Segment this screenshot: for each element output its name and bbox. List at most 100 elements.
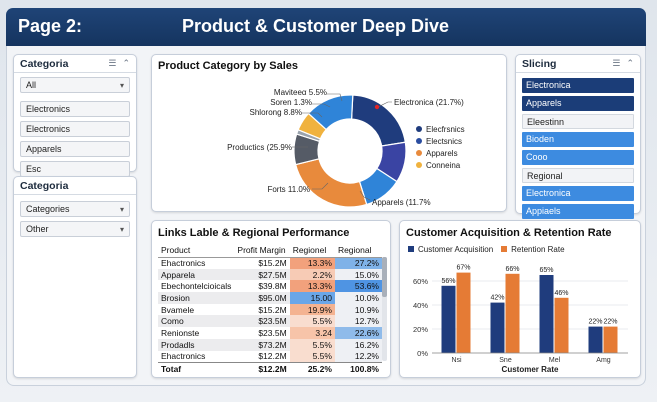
chevron-down-icon: ▾ [119, 224, 124, 234]
legend-item[interactable]: Electsnics [416, 135, 465, 147]
bar-chart: 0% 20% 40% 60% 56%67% Nsi 42% 66% Sne 65% 46% Mel 22… [413, 265, 628, 374]
slicing-option[interactable]: Appiaels [522, 204, 634, 219]
slicing-option[interactable]: Electronica [522, 186, 634, 201]
slicing-slicer-header: Slicing ☰ ⌃ [516, 55, 640, 73]
legend-swatch [416, 126, 422, 132]
legend-item[interactable]: Customer Acquisition [408, 243, 493, 255]
slicing-option[interactable]: Apparels [522, 96, 634, 111]
table-cell: 22.6% [334, 327, 382, 339]
donut-slice[interactable] [307, 94, 354, 131]
slicing-option[interactable]: Cooo [522, 150, 634, 165]
table-cell: 15.00 [289, 292, 335, 304]
donut-chart-title: Product Category by Sales [158, 60, 298, 72]
table-cell: Ehactronics [161, 351, 206, 362]
leader-line [359, 190, 371, 201]
table-row[interactable]: Ehactronics $12.2M 5.5% 12.2% [158, 350, 382, 363]
table-cell: 5.5% [289, 338, 335, 351]
legend-item[interactable]: Conneina [416, 159, 465, 171]
bar[interactable] [505, 273, 520, 353]
table-cell: 13.3% [289, 257, 335, 269]
column-header[interactable]: Profit Margin [234, 243, 290, 258]
table-title: Links Lable & Regional Performance [158, 227, 350, 239]
total-cell: Totaf [158, 361, 235, 376]
table-row[interactable]: Como $23.5M 5.5% 12.7% [158, 315, 382, 328]
y-tick-label: 0% [417, 349, 428, 358]
legend-swatch [416, 150, 422, 156]
table-cell: 27.2% [334, 257, 382, 269]
table-cell: $95.0M [234, 292, 290, 304]
table-total-row: Totaf $12.2M 25.2% 100.8% [158, 361, 382, 376]
leader-line [327, 93, 343, 102]
legend-swatch [416, 162, 422, 168]
total-cell: 100.8% [334, 361, 382, 376]
table-scrollbar[interactable] [382, 257, 387, 361]
clear-selection-icon[interactable]: ☰ [108, 58, 117, 68]
bar-data-label: 65% [539, 267, 553, 274]
table-cell: $15.2M [258, 258, 287, 269]
table-cell: 16.2% [334, 338, 382, 351]
page-label: Page 2: [18, 16, 83, 36]
slicing-option[interactable]: Electronica [522, 78, 634, 93]
table-cell: 13.3% [289, 280, 335, 293]
table-row[interactable]: Ehactronics $15.2M 13.3% 27.2% [158, 257, 382, 269]
table-cell: 5.5% [289, 315, 335, 328]
bar[interactable] [441, 285, 456, 353]
collapse-icon[interactable]: ⌃ [122, 58, 130, 68]
donut-legend: Elecfrsnics Electsnics Apparels Conneina [416, 123, 465, 171]
page-header-banner: Page 2: Product & Customer Deep Dive [6, 8, 646, 46]
y-tick-label: 40% [413, 301, 428, 310]
donut-slice[interactable] [294, 158, 368, 208]
column-header[interactable]: Regionel [289, 243, 335, 258]
slicing-option[interactable]: Eleestinn [522, 114, 634, 129]
table-row[interactable]: Apparela $27.5M 2.2% 15.0% [158, 268, 382, 281]
legend-item[interactable]: Retention Rate [501, 243, 565, 255]
column-header[interactable]: Regional [334, 243, 382, 258]
table-row[interactable]: Brosion $95.0M 15.00 10.0% [158, 292, 382, 304]
table-row[interactable]: Prodadls $73.2M 5.5% 16.2% [158, 338, 382, 351]
category-option[interactable]: Electronics [20, 121, 130, 137]
table-cell: $73.2M [234, 338, 290, 351]
other-dropdown[interactable]: Other ▾ [20, 221, 130, 237]
bar[interactable] [539, 275, 554, 353]
clear-selection-icon[interactable]: ☰ [612, 58, 621, 68]
category-slicer-secondary-header: Categoria [14, 177, 136, 195]
table-cell: Bvamele [161, 304, 195, 315]
category-option[interactable]: Electronics [20, 101, 130, 117]
table-row[interactable]: Bvamele $15.2M 19.9% 10.9% [158, 303, 382, 316]
bar-data-label: 56% [441, 278, 455, 285]
table-row[interactable]: Renionste $23.5M 3.24 22.6% [158, 327, 382, 339]
table-cell: 12.2% [334, 350, 382, 363]
category-dropdown[interactable]: All ▾ [20, 77, 130, 93]
category-option[interactable]: Apparels [20, 141, 130, 157]
table-cell: 12.7% [334, 315, 382, 328]
legend-swatch [501, 246, 508, 252]
table-cell: Como [158, 315, 235, 328]
y-tick-label: 60% [413, 277, 428, 286]
leader-line [312, 103, 331, 108]
table-cell: $23.5M [258, 327, 287, 338]
bar[interactable] [588, 326, 603, 353]
callout-electronica: Electronica (21.7%) [394, 98, 464, 107]
bar[interactable] [456, 272, 471, 353]
bar[interactable] [490, 302, 505, 353]
bar[interactable] [603, 326, 618, 353]
table-cell: Prodadls [158, 338, 235, 351]
column-header[interactable]: Product [158, 243, 235, 258]
scrollbar-thumb[interactable] [382, 257, 387, 297]
x-tick-label: Sne [499, 357, 512, 364]
legend-item[interactable]: Apparels [416, 147, 465, 159]
total-cell: 25.2% [289, 361, 335, 376]
table-cell: 3.24 [289, 327, 335, 339]
categories-dropdown[interactable]: Categories ▾ [20, 201, 130, 217]
slicing-option[interactable]: Bioden [522, 132, 634, 147]
table-row[interactable]: Ebechontelcioicals $39.8M 13.3% 53.6% [158, 280, 382, 293]
bar-data-label: 67% [456, 265, 470, 272]
table-cell: 53.6% [334, 280, 382, 293]
slicing-option[interactable]: Regional [522, 168, 634, 183]
collapse-icon[interactable]: ⌃ [626, 58, 634, 68]
bar-data-label: 42% [490, 295, 504, 302]
legend-item[interactable]: Elecfrsnics [416, 123, 465, 135]
bar[interactable] [554, 297, 569, 353]
bar-chart-title: Customer Acquisition & Retention Rate [406, 227, 612, 239]
category-option[interactable]: Esc [20, 161, 130, 177]
